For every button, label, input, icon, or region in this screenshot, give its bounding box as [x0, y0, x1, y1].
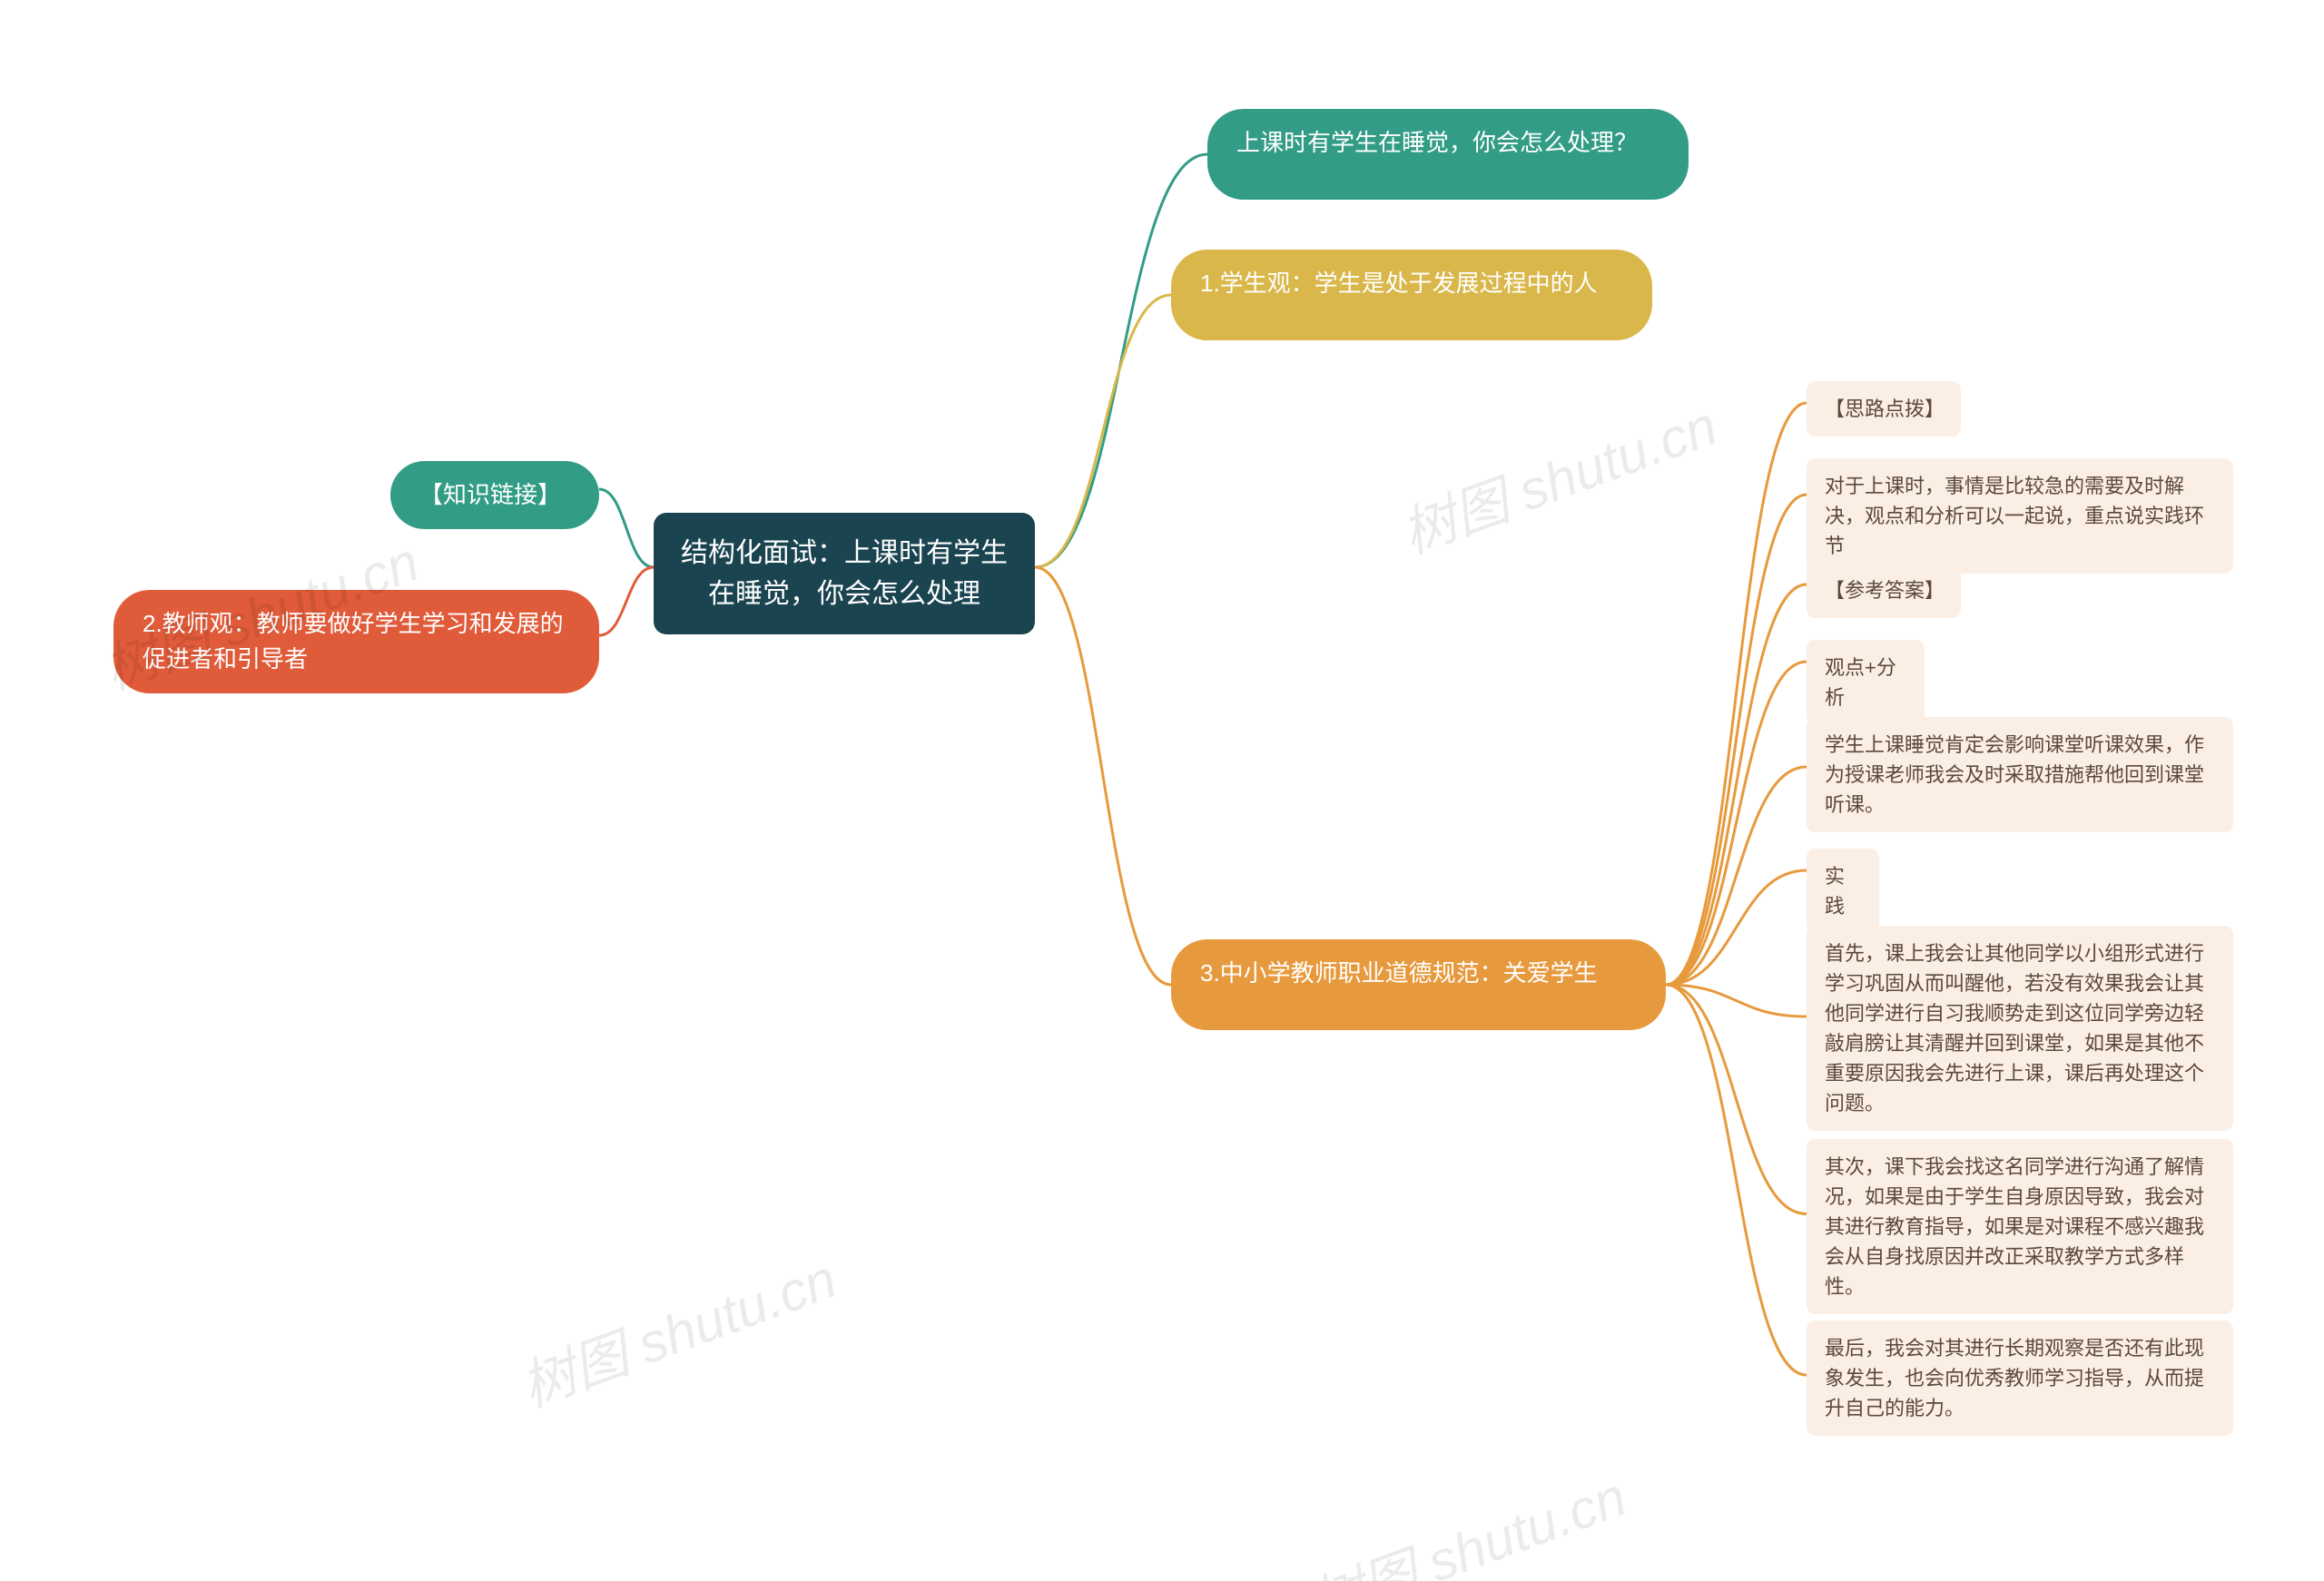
- left-node-knowlink[interactable]: 【知识链接】: [390, 461, 599, 529]
- watermark-3: 树图 shutu.cn: [1298, 1453, 1635, 1581]
- watermark-1: 树图 shutu.cn: [1389, 382, 1726, 569]
- right-node-ethics[interactable]: 3.中小学教师职业道德规范：关爱学生: [1171, 939, 1666, 1030]
- leaf-ethics-6[interactable]: 首先，课上我会让其他同学以小组形式进行学习巩固从而叫醒他，若没有效果我会让其他同…: [1807, 926, 2233, 1131]
- leaf-ethics-8[interactable]: 最后，我会对其进行长期观察是否还有此现象发生，也会向优秀教师学习指导，从而提升自…: [1807, 1321, 2233, 1436]
- central-node[interactable]: 结构化面试：上课时有学生在睡觉，你会怎么处理: [654, 513, 1035, 634]
- leaf-ethics-3[interactable]: 观点+分析: [1807, 640, 1925, 725]
- leaf-ethics-0[interactable]: 【思路点拨】: [1807, 381, 1961, 437]
- leaf-ethics-2[interactable]: 【参考答案】: [1807, 563, 1961, 618]
- right-node-studentview[interactable]: 1.学生观：学生是处于发展过程中的人: [1171, 250, 1652, 340]
- left-node-teacherview[interactable]: 2.教师观：教师要做好学生学习和发展的促进者和引导者: [113, 590, 599, 693]
- leaf-ethics-1[interactable]: 对于上课时，事情是比较急的需要及时解决，观点和分析可以一起说，重点说实践环节: [1807, 458, 2233, 574]
- leaf-ethics-7[interactable]: 其次，课下我会找这名同学进行沟通了解情况，如果是由于学生自身原因导致，我会对其进…: [1807, 1139, 2233, 1314]
- right-node-q[interactable]: 上课时有学生在睡觉，你会怎么处理？: [1207, 109, 1689, 200]
- leaf-ethics-5[interactable]: 实践: [1807, 849, 1879, 934]
- watermark-2: 树图 shutu.cn: [508, 1235, 845, 1422]
- leaf-ethics-4[interactable]: 学生上课睡觉肯定会影响课堂听课效果，作为授课老师我会及时采取措施帮他回到课堂听课…: [1807, 717, 2233, 832]
